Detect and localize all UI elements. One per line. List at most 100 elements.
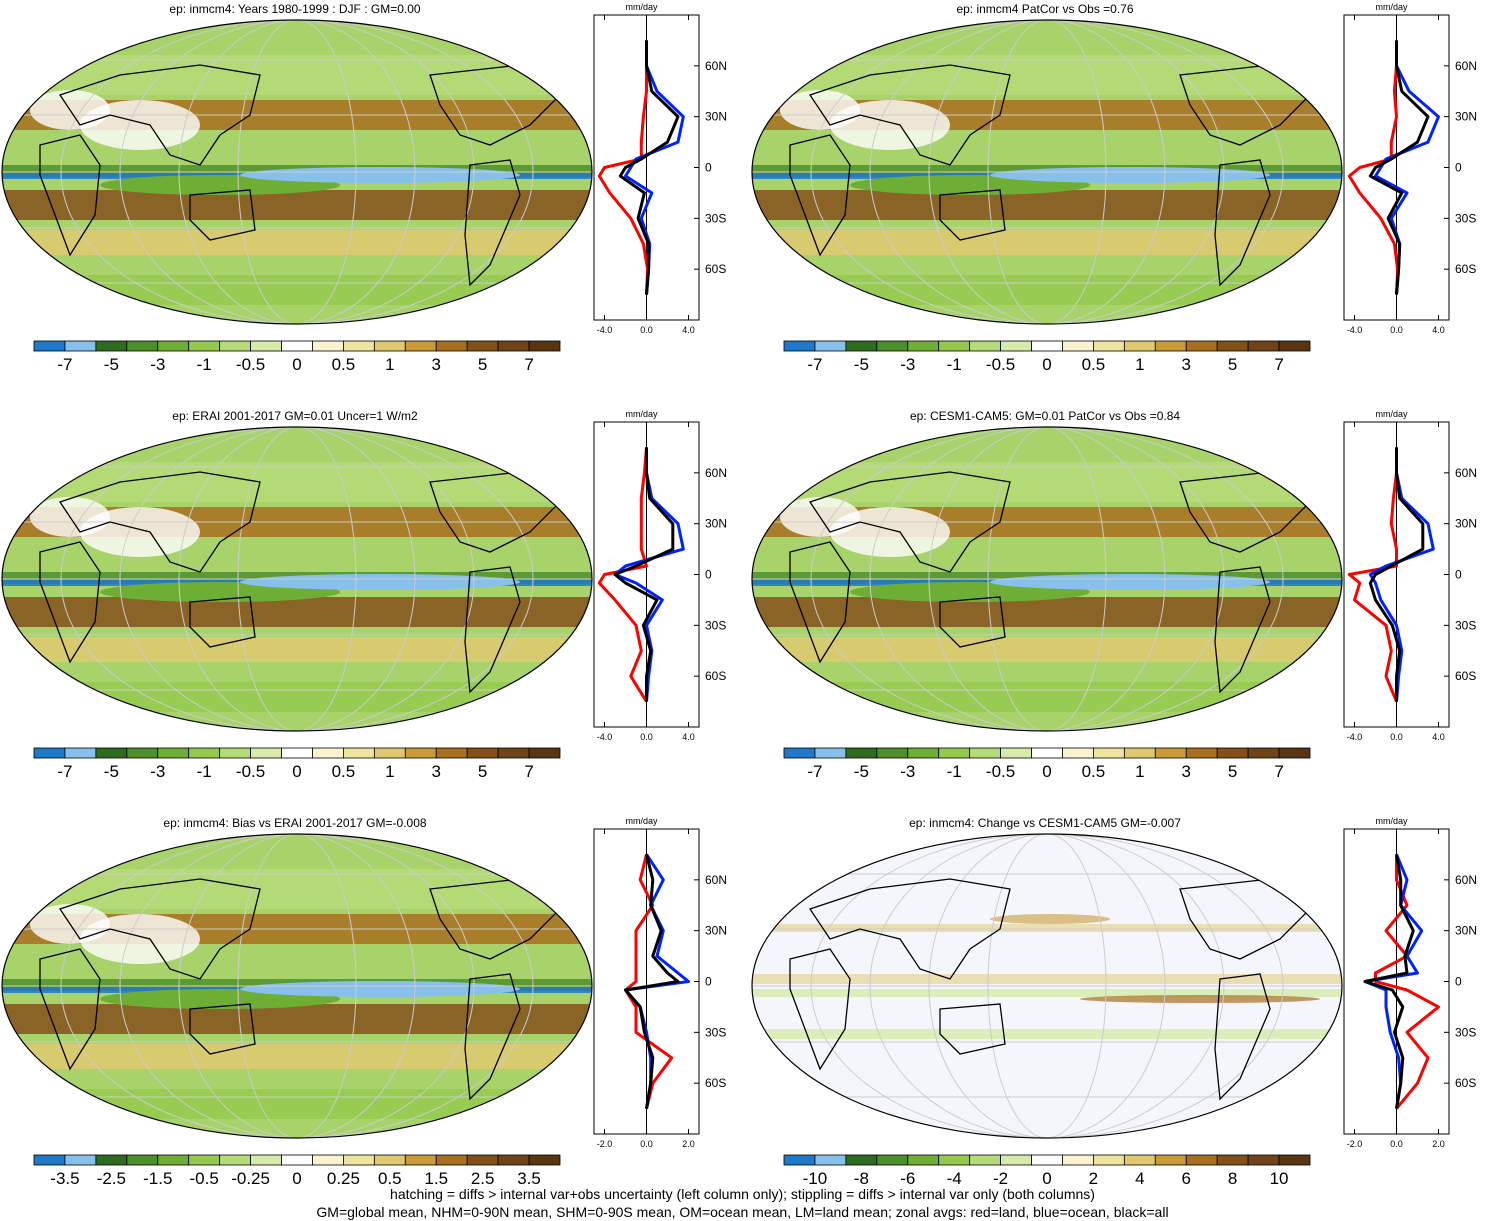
- colorbar-swatch: [95, 1154, 128, 1166]
- lat-tick-label: 60S: [705, 262, 726, 276]
- lat-tick-label: 30N: [705, 517, 727, 531]
- lat-tick-label: 30N: [1455, 110, 1477, 124]
- colorbar-swatch: [1093, 340, 1125, 352]
- colorbar-swatch: [64, 1154, 97, 1166]
- colorbar-swatch: [250, 1154, 282, 1166]
- colorbar-tick-label: -7: [57, 762, 73, 781]
- colorbar-swatch: [33, 1154, 66, 1166]
- colorbar-swatch: [373, 340, 406, 352]
- colorbar-swatch: [312, 340, 344, 352]
- zonal-x-tick-label: -4.0: [597, 325, 613, 335]
- colorbar-swatch: [281, 1154, 313, 1166]
- lat-tick-label: 0: [705, 568, 712, 582]
- zonal-series-all: [624, 854, 680, 1109]
- lat-tick-label: 0: [705, 975, 712, 989]
- colorbar-tick-label: 0: [1042, 762, 1052, 781]
- map-panel: ep: inmcm4: Change vs CESM1-CAM5 GM=-0.0…: [750, 814, 1485, 1214]
- colorbar-swatch: [1154, 747, 1187, 759]
- colorbar: [783, 747, 1311, 759]
- colorbar-labels: -7 -5 -3 -1 -0.5 0 0.5 1 3 5 7: [783, 762, 1313, 784]
- colorbar-tick-label: -3: [150, 355, 166, 374]
- colorbar-tick-label: 0.5: [1081, 355, 1106, 374]
- colorbar-swatch: [1247, 1154, 1280, 1166]
- colorbar-swatch: [219, 747, 251, 759]
- colorbar: [783, 1154, 1311, 1166]
- colorbar-tick-label: 1.5: [424, 1169, 449, 1188]
- colorbar-tick-label: -3: [900, 762, 916, 781]
- zonal-mean-plot: mm/day -2.0 0.0 2.0 60N 30N 0 30S 60S: [1343, 816, 1477, 1149]
- zonal-x-tick-label: 0.0: [1390, 1139, 1403, 1149]
- lat-tick-label: 0: [705, 161, 712, 175]
- colorbar-labels: -3.5 -2.5 -1.5 -0.5 -0.25 0 0.25 0.5 1.5 2.5 3.5: [33, 1169, 563, 1191]
- lat-tick-label: 30N: [705, 924, 727, 938]
- colorbar-swatch: [845, 340, 878, 352]
- zonal-series-ocean: [1368, 447, 1435, 702]
- colorbar-swatch: [1093, 1154, 1125, 1166]
- colorbar-swatch: [1185, 747, 1218, 759]
- map-title: ep: inmcm4: Years 1980-1999 : DJF : GM=0…: [169, 2, 421, 16]
- colorbar-tick-label: 0: [292, 355, 302, 374]
- colorbar-tick-label: -3: [900, 355, 916, 374]
- colorbar-tick-label: 5: [1227, 762, 1238, 781]
- lat-tick-label: 0: [1455, 568, 1462, 582]
- colorbar-tick-label: 5: [477, 355, 488, 374]
- footer-line-2: GM=global mean, NHM=0-90N mean, SHM=0-90…: [316, 1204, 1169, 1220]
- world-map: [1, 833, 593, 1139]
- colorbar-swatch: [157, 747, 190, 759]
- lat-tick-label: 60N: [1455, 873, 1477, 887]
- colorbar-swatch: [64, 747, 97, 759]
- map-panel: ep: inmcm4: Years 1980-1999 : DJF : GM=0…: [0, 0, 740, 400]
- zonal-series-land: [1347, 40, 1400, 295]
- world-map: [751, 19, 1343, 325]
- colorbar-swatch: [1278, 340, 1311, 352]
- lat-tick-label: 30S: [705, 211, 726, 225]
- lat-tick-label: 30S: [1455, 618, 1476, 632]
- colorbar-swatch: [783, 340, 816, 352]
- colorbar-swatch: [814, 1154, 847, 1166]
- colorbar-tick-label: -6: [900, 1169, 916, 1188]
- map-title: ep: ERAI 2001-2017 GM=0.01 Uncer=1 W/m2: [172, 409, 418, 423]
- colorbar-swatch: [497, 1154, 530, 1166]
- zonal-x-tick-label: 4.0: [1432, 732, 1445, 742]
- zonal-series-land: [624, 854, 674, 1109]
- colorbar-swatch: [1247, 747, 1280, 759]
- colorbar-tick-label: -5: [853, 355, 869, 374]
- colorbar-tick-label: 2: [1088, 1169, 1099, 1188]
- colorbar-tick-label: -5: [103, 762, 119, 781]
- colorbar-tick-label: -10: [802, 1169, 828, 1188]
- colorbar-tick-label: -1: [196, 762, 212, 781]
- colorbar-tick-label: -1: [946, 762, 962, 781]
- colorbar-swatch: [219, 340, 251, 352]
- lat-tick-label: 60S: [1455, 669, 1476, 683]
- colorbar-swatch: [466, 747, 499, 759]
- colorbar-swatch: [497, 747, 530, 759]
- lat-tick-label: 30N: [1455, 924, 1477, 938]
- colorbar-tick-label: 3: [431, 762, 441, 781]
- colorbar-swatch: [1062, 1154, 1094, 1166]
- zonal-x-tick-label: -2.0: [1347, 1139, 1363, 1149]
- colorbar-tick-label: 1: [385, 355, 395, 374]
- colorbar-labels: -10 -8 -6 -4 -2 0 2 4 6 8 10: [783, 1169, 1313, 1191]
- colorbar-swatch: [126, 1154, 159, 1166]
- lat-tick-label: 0: [1455, 975, 1462, 989]
- zonal-x-tick-label: 2.0: [1432, 1139, 1445, 1149]
- colorbar-tick-label: -3.5: [50, 1169, 80, 1188]
- colorbar-swatch: [250, 340, 282, 352]
- colorbar-tick-label: 1: [1135, 355, 1145, 374]
- colorbar-swatch: [1093, 747, 1125, 759]
- colorbar-tick-label: -7: [807, 762, 823, 781]
- colorbar-swatch: [435, 340, 468, 352]
- colorbar-tick-label: 0: [292, 762, 302, 781]
- colorbar-swatch: [1123, 1154, 1156, 1166]
- lat-tick-label: 30S: [1455, 211, 1476, 225]
- colorbar-swatch: [343, 747, 375, 759]
- colorbar-swatch: [466, 340, 499, 352]
- zonal-unit-label: mm/day: [625, 816, 658, 826]
- zonal-series-all: [1368, 40, 1430, 295]
- colorbar-tick-label: 0: [1042, 355, 1052, 374]
- colorbar-tick-label: 8: [1227, 1169, 1238, 1188]
- colorbar-swatch: [343, 1154, 375, 1166]
- colorbar-swatch: [907, 747, 940, 759]
- colorbar-tick-label: -1: [946, 355, 962, 374]
- colorbar-swatch: [435, 1154, 468, 1166]
